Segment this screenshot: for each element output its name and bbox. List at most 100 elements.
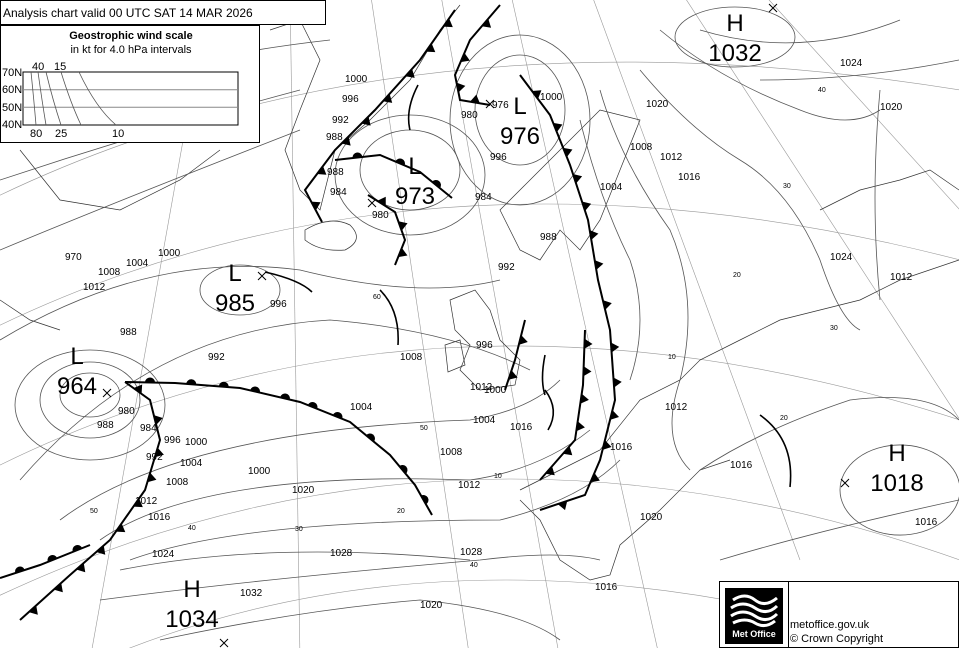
parallel xyxy=(0,203,959,326)
cold-front-triangle xyxy=(405,68,415,78)
footer: Met Office metoffice.gov.uk © Crown Copy… xyxy=(719,581,959,648)
centre-type: H xyxy=(888,440,905,467)
cold-front-triangle xyxy=(133,498,143,508)
cold-front-triangle xyxy=(576,421,585,432)
latitude-label: 30 xyxy=(830,325,838,332)
occluded-front xyxy=(453,4,501,106)
isobar xyxy=(719,499,959,561)
warm-front-semicircle xyxy=(421,495,429,505)
centre-pressure: 985 xyxy=(215,290,255,317)
wind-scale-title: Geostrophic wind scale xyxy=(69,30,193,42)
isobar-label: 1008 xyxy=(166,477,189,488)
high-pressure-centre: H 1034 xyxy=(165,576,229,648)
centre-type: L xyxy=(70,343,83,370)
isobar-label: 1008 xyxy=(400,352,423,363)
isobar xyxy=(0,265,501,341)
cold-front-triangle xyxy=(377,196,386,207)
cold-front-triangle xyxy=(545,466,555,476)
isobar-label: 1004 xyxy=(600,182,623,193)
latitude-label: 30 xyxy=(295,526,303,533)
isobar-label: 1016 xyxy=(730,460,753,471)
centre-pressure: 976 xyxy=(500,123,540,150)
isobar-label: 1016 xyxy=(678,172,701,183)
isobar-label: 1008 xyxy=(440,447,463,458)
meridian xyxy=(441,0,559,648)
isobar-labels: 1000 996 992 988 988 984 980 976 980 984 988 992 996… xyxy=(65,58,938,611)
cold-front xyxy=(539,329,586,481)
trough-line xyxy=(544,389,555,431)
warm-front-semicircle xyxy=(47,555,58,562)
cold-front xyxy=(303,9,456,223)
lat-label-50n: 50N xyxy=(2,102,22,114)
low-pressure-centre: L 985 xyxy=(215,260,267,317)
cold-front-triangle xyxy=(481,18,492,28)
cold-front-triangle xyxy=(53,582,63,593)
isobar-label: 1012 xyxy=(83,282,106,293)
cold-front-triangle xyxy=(581,201,592,212)
isobar-label: 992 xyxy=(332,115,349,126)
isobar xyxy=(59,372,121,418)
isobar xyxy=(39,361,141,439)
scale-top-40: 40 xyxy=(32,61,44,73)
trough-line xyxy=(379,289,399,346)
lat-label-60n: 60N xyxy=(2,84,22,96)
isobar-label: 1024 xyxy=(840,58,863,69)
meridian xyxy=(593,0,801,561)
isobar-label: 1000 xyxy=(345,74,368,85)
warm-front-semicircle xyxy=(145,377,155,383)
pressure-centres: H 1032 L 976 L 973 L 985 L 964 H 1034 H 1018 xyxy=(57,3,924,648)
logo-text: Met Office xyxy=(732,629,776,639)
latitude-label: 20 xyxy=(733,272,741,279)
latitude-labels: 60 50 40 30 20 10 40 50 40 30 20 10 30 20 xyxy=(90,87,838,569)
divider xyxy=(788,582,789,647)
isobar-label: 1000 xyxy=(540,92,563,103)
isobar xyxy=(449,34,591,206)
isobar xyxy=(839,444,959,536)
latitude-label: 60 xyxy=(373,294,381,301)
latitude-label: 40 xyxy=(818,87,826,94)
isobar-label: 996 xyxy=(270,299,287,310)
isobar-label: 1020 xyxy=(646,99,669,110)
isobar-label: 1008 xyxy=(98,267,121,278)
coastline xyxy=(819,169,959,211)
warm-front-semicircle xyxy=(186,379,197,385)
cold-front-triangle xyxy=(580,393,589,404)
centre-pressure: 973 xyxy=(395,183,435,210)
isobar-label: 984 xyxy=(330,187,347,198)
centre-pressure: 964 xyxy=(57,373,97,400)
meridian xyxy=(768,0,959,210)
centre-cross-icon xyxy=(485,99,495,109)
centre-cross-icon xyxy=(219,638,229,648)
cold-front-triangle xyxy=(532,90,542,99)
warm-front-semicircle xyxy=(15,566,25,574)
cold-front-triangle xyxy=(562,446,573,456)
cold-front-triangle xyxy=(317,166,327,175)
isobar xyxy=(0,129,301,251)
isobar-label: 1012 xyxy=(470,382,493,393)
warm-front-semicircle xyxy=(432,180,441,189)
isobar-label: 1028 xyxy=(330,548,353,559)
isobar xyxy=(99,429,591,541)
warm-front xyxy=(124,381,433,516)
copyright: © Crown Copyright xyxy=(790,633,884,645)
centre-cross-icon xyxy=(768,3,778,13)
isobar-label: 1000 xyxy=(484,385,507,396)
website-link[interactable]: metoffice.gov.uk xyxy=(790,619,870,631)
cold-front-triangle xyxy=(584,338,593,349)
latitude-label: 10 xyxy=(668,354,676,361)
isobar-label: 1012 xyxy=(665,402,688,413)
cold-front-triangle xyxy=(398,247,408,258)
warm-front-semicircle xyxy=(250,386,260,393)
isobar-label: 1004 xyxy=(350,402,373,413)
cold-front-triangle xyxy=(133,384,143,394)
lat-label-40n: 40N xyxy=(2,119,22,131)
isobar-label: 1000 xyxy=(248,466,271,477)
wind-scale-graph: 70N 60N 50N 40N 40 15 80 25 10 xyxy=(2,61,239,140)
cold-front-triangle xyxy=(508,370,518,380)
isobar xyxy=(874,89,881,301)
coastline xyxy=(304,220,357,251)
coastline xyxy=(449,289,521,391)
isobar-label: 996 xyxy=(476,340,493,351)
isobar-label: 1024 xyxy=(830,252,853,263)
